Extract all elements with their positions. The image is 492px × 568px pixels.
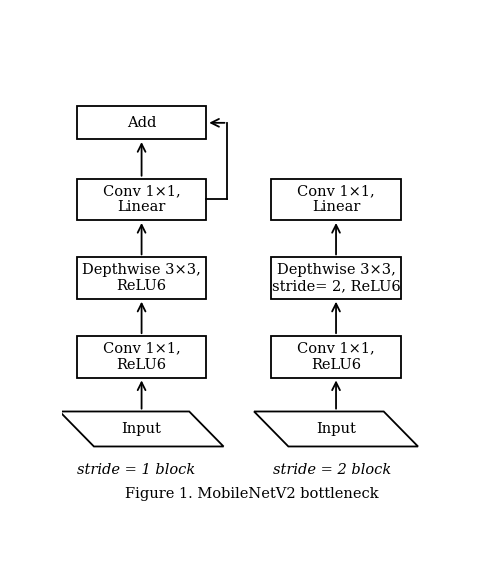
Text: Input: Input (316, 422, 356, 436)
Polygon shape (60, 411, 223, 446)
FancyBboxPatch shape (77, 257, 207, 299)
FancyBboxPatch shape (77, 336, 207, 378)
Text: stride = 1 block: stride = 1 block (77, 463, 195, 477)
FancyBboxPatch shape (77, 106, 207, 139)
Text: Add: Add (127, 116, 156, 130)
FancyBboxPatch shape (271, 336, 401, 378)
Text: Conv 1×1,
Linear: Conv 1×1, Linear (103, 184, 181, 215)
FancyBboxPatch shape (271, 178, 401, 220)
Text: Figure 1. MobileNetV2 bottleneck: Figure 1. MobileNetV2 bottleneck (125, 487, 379, 501)
Text: Conv 1×1,
ReLU6: Conv 1×1, ReLU6 (297, 342, 375, 372)
Text: Conv 1×1,
ReLU6: Conv 1×1, ReLU6 (103, 342, 181, 372)
Polygon shape (254, 411, 418, 446)
FancyBboxPatch shape (77, 178, 207, 220)
Text: Input: Input (122, 422, 161, 436)
Text: Depthwise 3×3,
stride= 2, ReLU6: Depthwise 3×3, stride= 2, ReLU6 (272, 263, 400, 293)
FancyBboxPatch shape (271, 257, 401, 299)
Text: Depthwise 3×3,
ReLU6: Depthwise 3×3, ReLU6 (82, 263, 201, 293)
Text: Conv 1×1,
Linear: Conv 1×1, Linear (297, 184, 375, 215)
Text: stride = 2 block: stride = 2 block (273, 463, 391, 477)
